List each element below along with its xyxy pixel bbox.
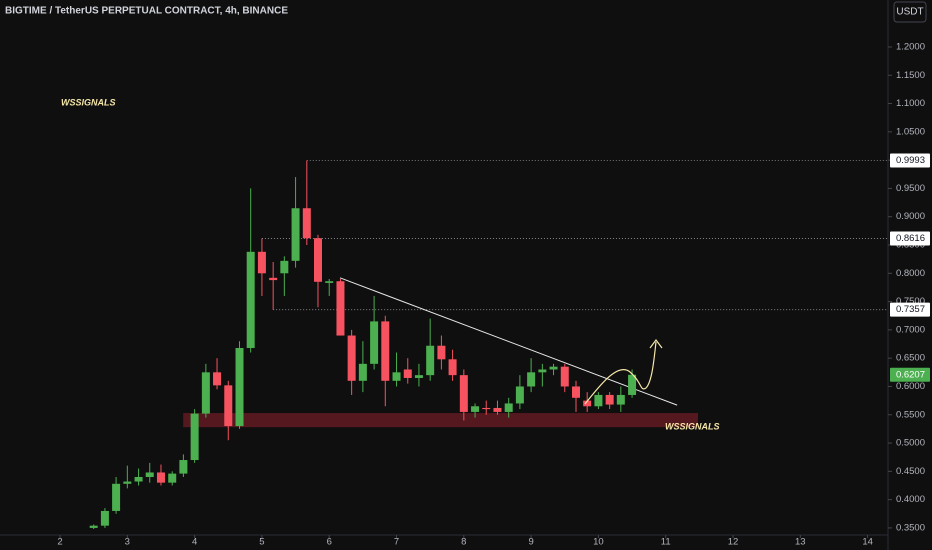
candle-body <box>112 483 121 511</box>
y-tick-label: 0.5000 <box>896 438 925 449</box>
y-tick-label: 1.1000 <box>896 98 925 109</box>
price-line-label-box <box>890 231 930 246</box>
price-line-label: 0.8616 <box>896 233 925 244</box>
y-tick-label: 0.6500 <box>896 353 925 364</box>
candle-body <box>213 372 222 386</box>
y-tick-label: 0.9000 <box>896 211 925 222</box>
zone-text: WSSIGNALS <box>665 421 720 431</box>
candle-body <box>583 400 592 407</box>
x-tick-label: 12 <box>728 537 739 548</box>
y-tick-label: 0.9500 <box>896 183 925 194</box>
candle-body <box>560 366 569 387</box>
candle-body <box>482 407 491 410</box>
x-tick-label: 2 <box>57 537 62 548</box>
candle-body <box>190 413 199 461</box>
candle-body <box>224 385 233 427</box>
candle-body <box>291 208 300 261</box>
x-tick-label: 6 <box>327 537 332 548</box>
candle-body <box>269 277 278 281</box>
y-tick-label: 1.0500 <box>896 126 925 137</box>
x-tick-label: 13 <box>795 537 806 548</box>
candle-body <box>246 251 255 348</box>
candle-body <box>426 345 435 376</box>
y-tick-label: 0.6000 <box>896 381 925 392</box>
candle-body <box>179 460 188 474</box>
candle-body <box>313 238 322 282</box>
watermark-text: WSSIGNALS <box>61 97 116 107</box>
y-tick-label: 0.8000 <box>896 268 925 279</box>
candle-body <box>549 366 558 370</box>
x-tick-label: 14 <box>862 537 873 548</box>
candle-body <box>616 394 625 405</box>
candle-body <box>347 335 356 381</box>
candle-body <box>336 281 345 336</box>
candle-body <box>459 375 468 412</box>
price-line-label-box <box>890 302 930 317</box>
candle-body <box>100 510 109 526</box>
price-line-label-box <box>890 153 930 168</box>
candle-body <box>628 374 637 395</box>
candle-body <box>527 372 536 387</box>
candle-body <box>538 369 547 373</box>
candle-body <box>471 406 480 412</box>
candle-body <box>156 472 165 483</box>
candle-body <box>515 386 524 404</box>
price-line-label: 0.9993 <box>896 155 925 166</box>
candle-body <box>257 251 266 274</box>
y-tick-label: 0.3500 <box>896 522 925 533</box>
y-tick-label: 0.7500 <box>896 296 925 307</box>
currency-button[interactable] <box>893 1 927 23</box>
candle-body <box>504 403 513 412</box>
last-price-label: 0.6207 <box>896 369 925 380</box>
candle-body <box>123 481 132 484</box>
y-tick-label: 0.5500 <box>896 409 925 420</box>
projection-curve <box>584 341 657 405</box>
x-tick-label: 8 <box>461 537 466 548</box>
candle-body <box>370 321 379 364</box>
x-tick-label: 3 <box>125 537 130 548</box>
x-tick-label: 10 <box>593 537 604 548</box>
y-tick-label: 0.4500 <box>896 466 925 477</box>
candle-body <box>134 477 143 482</box>
candle-body <box>280 260 289 274</box>
candle-body <box>414 375 423 378</box>
support-zone <box>183 413 699 428</box>
candle-body <box>302 208 311 239</box>
candle-body <box>594 394 603 407</box>
candle-body <box>145 472 154 478</box>
x-tick-label: 7 <box>394 537 399 548</box>
candle-body <box>358 363 367 381</box>
x-tick-label: 4 <box>192 537 197 548</box>
y-tick-label: 0.4000 <box>896 494 925 505</box>
candle-body <box>493 407 502 412</box>
candle-body <box>403 369 412 378</box>
candle-body <box>381 321 390 381</box>
candle-body <box>89 525 98 528</box>
chart-title: BIGTIME / TetherUS PERPETUAL CONTRACT, 4… <box>5 6 288 17</box>
projection-arrowhead <box>649 339 663 349</box>
candle-body <box>437 345 446 360</box>
candle-body <box>201 372 210 414</box>
trendline <box>339 277 678 406</box>
candle-body <box>392 372 401 381</box>
candle-body <box>448 359 457 376</box>
y-tick-label: 1.1500 <box>896 70 925 81</box>
x-tick-label: 5 <box>259 537 264 548</box>
candle-body <box>325 281 334 283</box>
candle-body <box>168 473 177 483</box>
x-tick-label: 9 <box>528 537 533 548</box>
y-tick-label: 0.7000 <box>896 324 925 335</box>
candle-body <box>235 347 244 427</box>
y-tick-label: 1.2000 <box>896 41 925 52</box>
last-price-box <box>890 367 930 382</box>
candle-body <box>572 386 581 398</box>
candle-body <box>605 394 614 405</box>
currency-label[interactable]: USDT <box>896 7 923 18</box>
price-line-label: 0.7357 <box>896 304 925 315</box>
x-tick-label: 11 <box>661 537 671 548</box>
